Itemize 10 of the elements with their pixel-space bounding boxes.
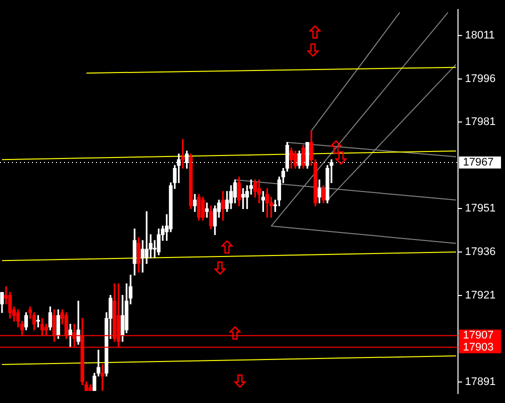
y-tick-label: 17996 xyxy=(465,72,496,85)
y-tick-label: 17936 xyxy=(465,246,496,258)
ref-line-label: 17907 xyxy=(463,330,494,342)
y-tick-label: 17891 xyxy=(465,376,496,388)
y-tick-label: 18011 xyxy=(465,30,495,42)
ref-line-label: 17967 xyxy=(463,156,494,169)
ref-line-label: 17903 xyxy=(463,341,494,354)
y-tick-label: 17981 xyxy=(465,116,496,128)
y-tick-label: 17921 xyxy=(465,289,496,302)
y-tick-label: 17951 xyxy=(465,202,496,215)
